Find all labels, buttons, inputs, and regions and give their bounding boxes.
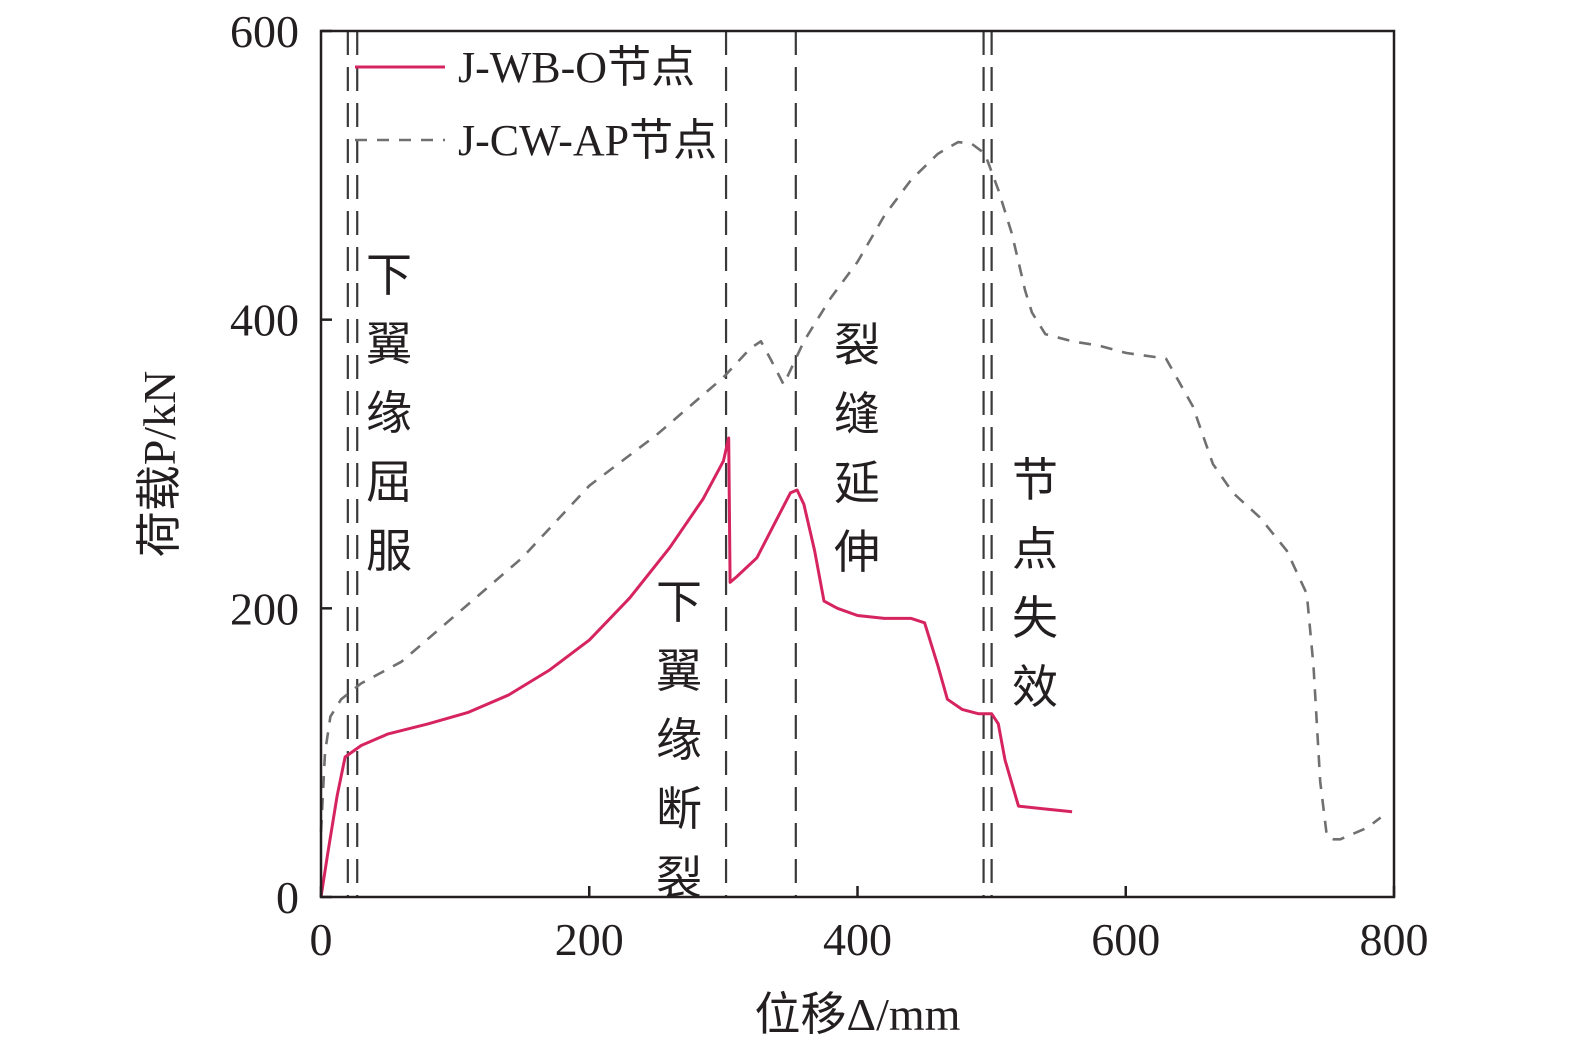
stage-annotation-char: 屈 (366, 455, 412, 509)
legend-label-2: J-CW-AP节点 (458, 116, 717, 165)
stage-annotation-char: 缘 (366, 386, 412, 440)
axes-layer (319, 29, 1396, 899)
stage-annotation-char: 缝 (834, 387, 880, 441)
y-axis-title: 荷载P/kN (134, 371, 185, 558)
stage-annotation-char: 翼 (656, 644, 702, 698)
stage-annotation-char: 延 (834, 456, 880, 510)
stage-annotation-char: 下 (656, 575, 702, 629)
x-tick-label: 0 (310, 914, 333, 965)
text-layer: 0 200 400 600 800 0 200 400 600 位移Δ/mm 荷载P/kN J-WB-… (134, 6, 1429, 1040)
stage-annotation-char: 效 (1012, 660, 1058, 714)
y-tick-label: 600 (230, 6, 299, 57)
legend-label-1: J-WB-O节点 (458, 43, 695, 92)
stage-annotation-char: 点 (1012, 522, 1058, 576)
y-tick-label: 0 (276, 872, 299, 923)
stage-annotation-char: 节 (1012, 453, 1058, 507)
stage-annotation-char: 缘 (656, 713, 702, 767)
stage-annotation-char: 断 (656, 782, 702, 836)
stage-annotation-char: 裂 (656, 851, 702, 905)
x-axis-title: 位移Δ/mm (755, 989, 961, 1040)
stage-annotation-char: 伸 (834, 525, 880, 579)
series-line-2 (319, 140, 1382, 841)
x-tick-label: 400 (823, 914, 892, 965)
stage-annotation-char: 下 (366, 248, 412, 302)
stage-annotation-char: 翼 (366, 317, 412, 371)
plot-layer (319, 31, 1382, 898)
stage-annotation-char: 失 (1012, 591, 1058, 645)
x-tick-label: 600 (1091, 914, 1160, 965)
y-tick-label: 200 (230, 583, 299, 634)
stage-annotation-char: 裂 (834, 318, 880, 372)
y-tick-label: 400 (230, 295, 299, 346)
series-line-1 (319, 436, 1073, 898)
x-tick-label: 200 (555, 914, 624, 965)
x-tick-label: 800 (1360, 914, 1429, 965)
stage-annotation-char: 服 (366, 524, 412, 578)
